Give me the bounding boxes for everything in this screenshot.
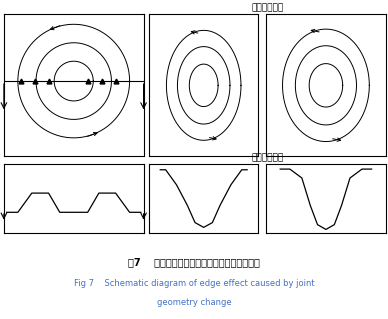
Text: Fig 7    Schematic diagram of edge effect caused by joint: Fig 7 Schematic diagram of edge effect c… bbox=[74, 279, 314, 288]
Text: A: A bbox=[149, 225, 154, 234]
Text: 温度分布结果: 温度分布结果 bbox=[251, 154, 284, 163]
Text: geometry change: geometry change bbox=[157, 298, 231, 307]
Text: 环形涡流类别: 环形涡流类别 bbox=[251, 4, 284, 13]
Text: 图7    接头几何形状变化导致的边缘效应示意图: 图7 接头几何形状变化导致的边缘效应示意图 bbox=[128, 257, 260, 267]
Text: A: A bbox=[149, 115, 154, 124]
